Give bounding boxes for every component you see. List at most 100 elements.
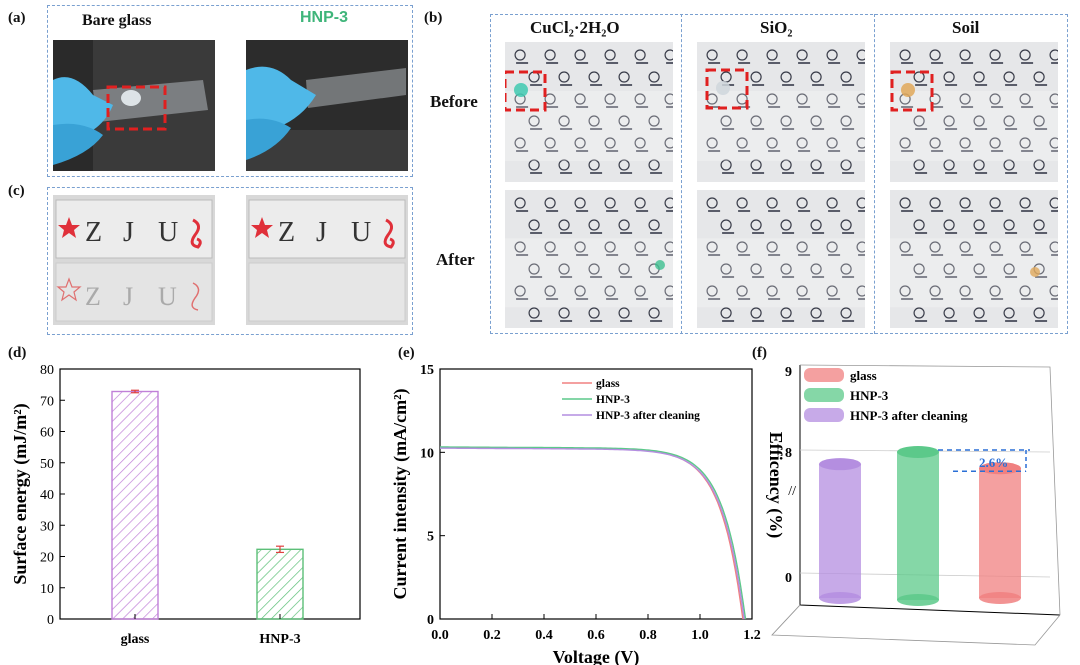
chart-d: 0 10 20 30 40 50 60 70 80 glass HNP-3 Surface energ… (10, 363, 361, 647)
panel-c-label: (c) (8, 183, 25, 199)
contamination-marker (505, 70, 547, 112)
y-tick-label: 50 (40, 457, 54, 472)
legend-swatch (804, 368, 844, 382)
box-edge (771, 604, 1061, 646)
panel-e-label: (e) (398, 345, 415, 361)
legend-swatch (804, 388, 844, 402)
x-tick-label: glass (121, 632, 150, 647)
legend-label: HNP-3 (596, 394, 630, 406)
photo-hnp3-glass (246, 40, 408, 171)
photo-after-soil (890, 190, 1058, 328)
photo-after-sio2 (697, 190, 865, 328)
legend-label: HNP-3 after cleaning (850, 408, 968, 423)
panel-b-col-divider-1 (681, 14, 682, 334)
photo-before-sio2 (697, 42, 865, 182)
panel-a-label: (a) (8, 10, 26, 26)
legend-label: glass (596, 378, 620, 390)
bar-bottom (819, 592, 861, 604)
series-line-1 (440, 446, 747, 620)
svg-text:U: U (351, 217, 371, 248)
photo-before-cucl2 (505, 42, 673, 182)
row-label-after: After (436, 250, 475, 269)
y-axis-label: Current intensity (mA/cm²) (390, 388, 411, 599)
svg-text:Z: Z (85, 217, 102, 248)
x-tick-label: 0.2 (483, 628, 501, 643)
y-tick-label: 10 (420, 446, 434, 461)
annotation-label: 2.6% (979, 455, 1008, 470)
series-line-2 (440, 447, 745, 620)
photo-bare-glass (53, 40, 215, 171)
contamination-marker (890, 70, 934, 112)
panel-b-frame (490, 14, 1068, 334)
bar-top (897, 446, 939, 458)
panel-a-frame (47, 5, 413, 177)
y-tick-label: 0 (427, 613, 434, 628)
svg-text:J: J (123, 217, 134, 248)
photo-zju-bare: Z J U Z J U (53, 195, 215, 325)
bar-top (819, 458, 861, 471)
svg-text:J: J (316, 217, 327, 248)
series-line-0 (440, 446, 744, 620)
row-label-before: Before (430, 92, 478, 111)
svg-text:U: U (158, 217, 178, 248)
svg-text:Z: Z (278, 217, 295, 248)
svg-text:U: U (158, 282, 177, 311)
y-tick-label: 0 (785, 571, 792, 586)
panel-b-label: (b) (424, 10, 443, 26)
y-tick-label: 9 (785, 365, 792, 380)
x-tick-label: 0.0 (431, 628, 449, 643)
legend-label: HNP-3 (850, 388, 889, 403)
panel-d-label: (d) (8, 345, 27, 361)
svg-text:Z: Z (85, 282, 101, 311)
panel-f-label: (f) (752, 345, 767, 361)
box-edge (771, 604, 801, 636)
plot-frame (59, 368, 361, 620)
plot-frame (439, 368, 753, 620)
y-tick-label: 20 (40, 551, 54, 566)
legend-label: HNP-3 after cleaning (596, 410, 700, 422)
panel-c-frame (47, 187, 413, 335)
y-tick-label: 10 (40, 582, 54, 597)
svg-text:J: J (123, 282, 133, 311)
bar-glass (979, 468, 1021, 598)
x-tick-label: 0.8 (639, 628, 657, 643)
box-edge (799, 364, 1061, 616)
bar-bottom (979, 592, 1021, 604)
x-tick-label: 0.6 (587, 628, 605, 643)
legend-label: glass (850, 368, 877, 383)
y-tick-label: 30 (40, 519, 54, 534)
col-header-cucl2: CuCl₂·2H₂O (530, 18, 620, 37)
x-tick-label: 1.0 (691, 628, 709, 643)
y-axis-label: Surface energy (mJ/m²) (10, 403, 31, 584)
y-axis-label: Efficency (%) (765, 432, 786, 538)
axis-break: // (788, 484, 796, 499)
y-tick-label: 15 (420, 363, 434, 378)
bar-HNP-3 (256, 548, 304, 620)
panel-a-right-title: HNP-3 (300, 9, 349, 26)
bar-HNP-3 after cleaning (819, 464, 861, 598)
x-axis-label: Voltage (V) (553, 647, 640, 665)
bar-glass (111, 390, 159, 620)
y-tick-label: 0 (47, 613, 54, 628)
y-tick-label: 8 (785, 446, 792, 461)
panel-b-col-divider-2 (874, 14, 875, 334)
col-header-sio2: SiO₂ (760, 18, 793, 37)
chart-e: 0.0 0.2 0.4 0.6 0.8 1.0 1.2 0 5 10 15 glass HNP-3 HNP… (390, 363, 761, 665)
y-tick-label: 70 (40, 394, 54, 409)
y-tick-label: 5 (427, 530, 434, 545)
photo-zju-hnp3: Z J U (246, 195, 408, 325)
x-tick-label: 0.4 (535, 628, 553, 643)
x-tick-label: HNP-3 (259, 632, 300, 647)
col-header-soil: Soil (952, 18, 980, 37)
chart-f: 0 8 9 //Efficency (%) 2.6% glass HNP-3 HNP-3 af… (765, 364, 1061, 646)
contamination-marker (705, 68, 749, 110)
y-tick-label: 80 (40, 363, 54, 378)
photo-after-cucl2 (505, 190, 673, 328)
photo-before-soil (890, 42, 1058, 182)
y-tick-label: 60 (40, 426, 54, 441)
legend-swatch (804, 408, 844, 422)
panel-a-left-title: Bare glass (82, 12, 152, 29)
bar-HNP-3 (897, 452, 939, 600)
y-tick-label: 40 (40, 488, 54, 503)
bar-bottom (897, 594, 939, 606)
